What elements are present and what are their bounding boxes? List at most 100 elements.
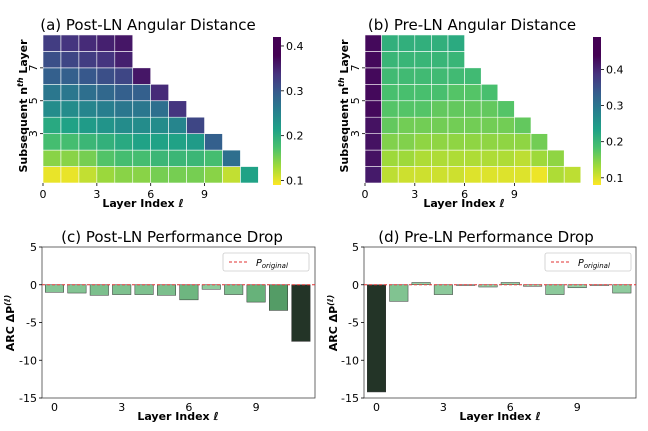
heatmap-cell bbox=[364, 133, 382, 151]
heatmap-cell bbox=[132, 133, 152, 151]
heatmap-cell bbox=[381, 67, 399, 85]
heatmap-cell bbox=[114, 84, 134, 102]
y-tick-label: 7 bbox=[349, 64, 362, 71]
bar bbox=[389, 284, 409, 302]
panel-a-title: (a) Post-LN Angular Distance bbox=[40, 16, 256, 34]
heatmap-cell bbox=[514, 166, 532, 184]
heatmap-cell bbox=[447, 100, 465, 118]
x-tick-label: 9 bbox=[201, 188, 208, 201]
heatmap-cell bbox=[96, 100, 116, 118]
heatmap-cell bbox=[414, 166, 432, 184]
heatmap-cell bbox=[42, 133, 62, 151]
heatmap-cell bbox=[150, 116, 169, 134]
panel-b-ylabel-tail: Layer bbox=[338, 39, 351, 78]
heatmap-cell bbox=[222, 166, 241, 184]
heatmap-cell bbox=[497, 133, 515, 151]
y-tick-label: 5 bbox=[352, 241, 359, 254]
panel-d-pre-ln-bars: (d) Pre-LN Performance Drop 0 3 6 9 5 0 -5 -10 -… bbox=[326, 228, 637, 423]
heatmap-cell bbox=[414, 67, 432, 85]
panel-c-title: (c) Post-LN Performance Drop bbox=[61, 228, 283, 246]
heatmap-cell bbox=[530, 133, 548, 151]
heatmap-cell bbox=[547, 166, 565, 184]
bar bbox=[291, 284, 311, 342]
y-tick-label: 5 bbox=[27, 97, 40, 104]
heatmap-cell bbox=[397, 84, 416, 102]
heatmap-cell bbox=[132, 149, 152, 167]
colorbar-tick-label: 0.3 bbox=[286, 85, 304, 98]
bar bbox=[67, 284, 87, 294]
panel-b-colorbar-gradient bbox=[593, 37, 601, 185]
heatmap-cell bbox=[447, 133, 465, 151]
heatmap-cell bbox=[78, 34, 98, 52]
panel-a-ticks: 0 3 6 9 3 5 7 bbox=[27, 64, 208, 201]
heatmap-cell bbox=[364, 116, 382, 134]
heatmap-cell bbox=[381, 133, 399, 151]
x-tick-label: 3 bbox=[93, 188, 100, 201]
heatmap-cell bbox=[114, 34, 134, 52]
panel-b-ylabel-main: Subsequent n bbox=[338, 87, 351, 173]
heatmap-cell bbox=[480, 100, 499, 118]
heatmap-cell bbox=[497, 166, 515, 184]
heatmap-cell bbox=[60, 34, 80, 52]
panel-b-title: (b) Pre-LN Angular Distance bbox=[368, 16, 576, 34]
bar bbox=[523, 284, 543, 287]
heatmap-cell bbox=[42, 34, 62, 52]
heatmap-cell bbox=[431, 116, 449, 134]
panel-a-cells bbox=[42, 34, 259, 184]
heatmap-cell bbox=[222, 149, 241, 167]
heatmap-cell bbox=[381, 34, 399, 52]
heatmap-cell bbox=[114, 133, 134, 151]
heatmap-cell bbox=[114, 100, 134, 118]
heatmap-cell bbox=[514, 133, 532, 151]
heatmap-cell bbox=[168, 100, 187, 118]
heatmap-cell bbox=[96, 67, 116, 85]
bar bbox=[112, 284, 132, 295]
heatmap-cell bbox=[204, 149, 223, 167]
heatmap-cell bbox=[381, 100, 399, 118]
heatmap-cell bbox=[464, 133, 482, 151]
heatmap-cell bbox=[364, 51, 382, 69]
heatmap-cell bbox=[480, 133, 499, 151]
bar bbox=[157, 284, 176, 296]
panel-d-xlabel: Layer Index ℓ bbox=[459, 410, 540, 423]
colorbar-tick-label: 0.4 bbox=[286, 40, 304, 53]
heatmap-cell bbox=[78, 133, 98, 151]
heatmap-cell bbox=[78, 116, 98, 134]
panel-b-ticks: 0 3 6 9 3 5 7 bbox=[349, 64, 518, 201]
heatmap-cell bbox=[96, 149, 116, 167]
panel-d-ylabel: ARC ΔP(ℓ) bbox=[326, 295, 340, 352]
heatmap-cell bbox=[114, 116, 134, 134]
panel-d-legend-label: Poriginal bbox=[578, 258, 610, 270]
heatmap-cell bbox=[60, 100, 80, 118]
heatmap-cell bbox=[414, 51, 432, 69]
panel-c-bars bbox=[42, 284, 315, 342]
heatmap-cell bbox=[60, 149, 80, 167]
heatmap-cell bbox=[168, 149, 187, 167]
panel-c-ylabel-main: ARC ΔP bbox=[4, 306, 17, 351]
panel-c-legend-main: P bbox=[256, 258, 262, 269]
heatmap-cell bbox=[204, 166, 223, 184]
heatmap-cell bbox=[530, 149, 548, 167]
panel-a-ylabel-main: Subsequent n bbox=[17, 87, 30, 173]
heatmap-cell bbox=[78, 51, 98, 69]
heatmap-cell bbox=[447, 116, 465, 134]
x-tick-label: 6 bbox=[147, 188, 154, 201]
panel-a-xlabel: Layer Index ℓ bbox=[102, 197, 183, 210]
heatmap-cell bbox=[530, 166, 548, 184]
x-tick-label: 3 bbox=[440, 401, 447, 414]
heatmap-cell bbox=[114, 149, 134, 167]
heatmap-cell bbox=[447, 84, 465, 102]
heatmap-cell bbox=[480, 166, 499, 184]
bar bbox=[545, 284, 565, 295]
heatmap-cell bbox=[414, 133, 432, 151]
y-tick-label: 5 bbox=[349, 97, 362, 104]
y-tick-label: 5 bbox=[30, 241, 37, 254]
heatmap-cell bbox=[397, 166, 416, 184]
heatmap-cell bbox=[364, 166, 382, 184]
heatmap-cell bbox=[168, 166, 187, 184]
panel-c-legend: Poriginal bbox=[222, 252, 310, 272]
x-tick-label: 0 bbox=[362, 188, 369, 201]
panel-c-legend-sub: original bbox=[262, 262, 288, 270]
heatmap-cell bbox=[397, 51, 416, 69]
